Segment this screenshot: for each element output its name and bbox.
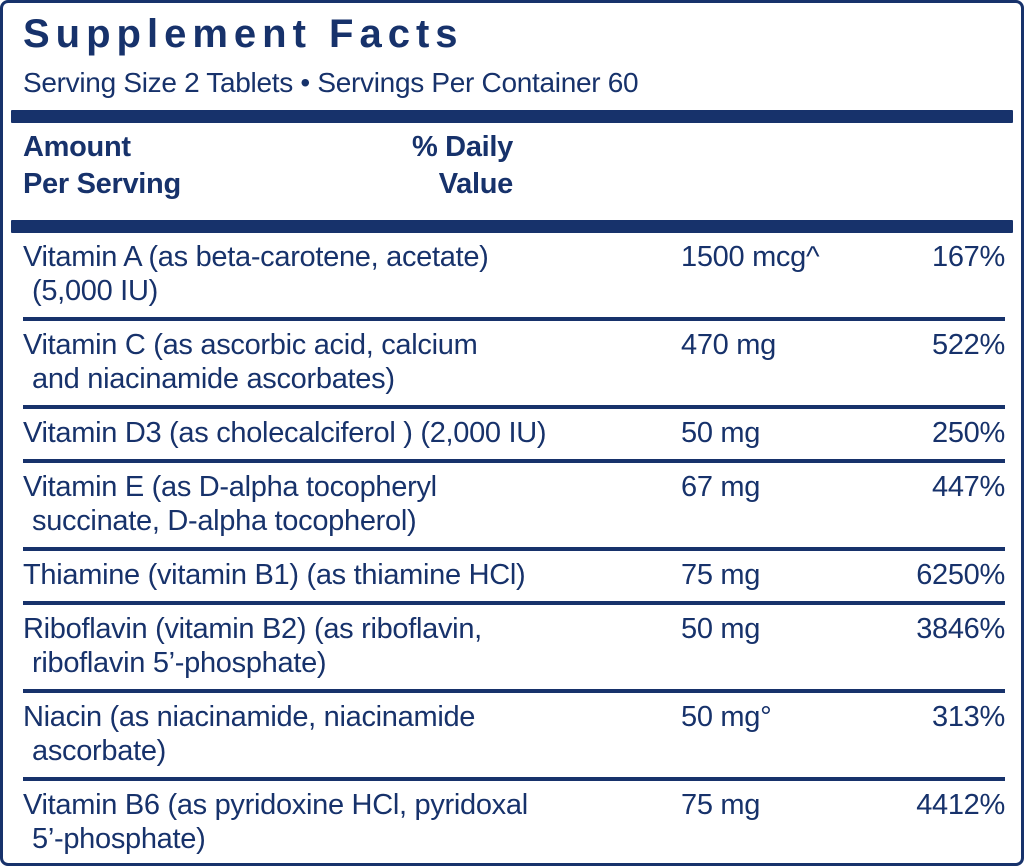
nutrient-amount: 50 mg	[681, 613, 761, 645]
nutrient-name-line2: (5,000 IU)	[32, 275, 158, 307]
nutrient-amount: 470 mg	[681, 329, 776, 361]
nutrient-row-vitamin-b6: Vitamin B6 (as pyridoxine HCl, pyridoxal…	[23, 777, 1005, 863]
nutrient-amount: 75 mg	[681, 559, 761, 591]
nutrient-daily-value: 6250%	[916, 559, 1005, 591]
nutrient-row-vitamin-a: Vitamin A (as beta-carotene, acetate) (5…	[23, 233, 1005, 317]
nutrient-daily-value: 250%	[932, 417, 1005, 449]
nutrient-name: Thiamine (vitamin B1) (as thiamine HCl)	[23, 558, 681, 592]
nutrient-name-line2: 5’-phosphate)	[32, 823, 206, 855]
nutrient-name-line2: succinate, D-alpha tocopherol)	[32, 505, 417, 537]
nutrient-name-line1: Niacin (as niacinamide, niacinamide	[23, 701, 476, 733]
nutrient-row-thiamine: Thiamine (vitamin B1) (as thiamine HCl) …	[23, 547, 1005, 601]
amount-header-line1: Amount	[23, 131, 131, 163]
nutrient-name-line2: and niacinamide ascorbates)	[32, 363, 395, 395]
nutrient-name-line1: Vitamin B6 (as pyridoxine HCl, pyridoxal	[23, 789, 528, 821]
nutrient-daily-value: 4412%	[916, 789, 1005, 821]
daily-value-header-line2: Value	[438, 168, 514, 200]
nutrient-name-line2: riboflavin 5’-phosphate)	[32, 647, 327, 679]
nutrient-amount: 50 mg°	[681, 701, 772, 733]
nutrient-name-line1: Thiamine (vitamin B1) (as thiamine HCl)	[23, 559, 526, 591]
serving-info: Serving Size 2 Tablets • Servings Per Co…	[23, 67, 639, 98]
nutrient-amount: 1500 mcg^	[681, 241, 820, 273]
nutrient-name-line1: Vitamin E (as D-alpha tocopheryl	[23, 471, 437, 503]
nutrient-amount: 67 mg	[681, 471, 761, 503]
nutrient-daily-value: 313%	[932, 701, 1005, 733]
daily-value-column-header: % Daily Value	[23, 129, 513, 203]
nutrient-name: Vitamin C (as ascorbic acid, calcium and…	[23, 328, 681, 396]
nutrient-daily-value: 3846%	[916, 613, 1005, 645]
nutrient-name-line1: Vitamin C (as ascorbic acid, calcium	[23, 329, 478, 361]
column-headers: Amount Per Serving % Daily Value	[23, 123, 1005, 210]
nutrient-name: Niacin (as niacinamide, niacinamide asco…	[23, 700, 681, 768]
nutrient-name-line2: ascorbate)	[32, 735, 167, 767]
nutrient-name: Vitamin B6 (as pyridoxine HCl, pyridoxal…	[23, 788, 681, 856]
nutrient-name: Riboflavin (vitamin B2) (as riboflavin, …	[23, 612, 681, 680]
nutrient-name-line1: Vitamin D3 (as cholecalciferol ) (2,000 …	[23, 417, 547, 449]
nutrient-row-vitamin-c: Vitamin C (as ascorbic acid, calcium and…	[23, 317, 1005, 405]
nutrient-name: Vitamin A (as beta-carotene, acetate) (5…	[23, 240, 681, 308]
nutrient-row-riboflavin: Riboflavin (vitamin B2) (as riboflavin, …	[23, 601, 1005, 689]
nutrient-name: Vitamin E (as D-alpha tocopheryl succina…	[23, 470, 681, 538]
nutrient-name: Vitamin D3 (as cholecalciferol ) (2,000 …	[23, 416, 681, 450]
daily-value-header-line1: % Daily	[411, 131, 513, 163]
thick-divider-header	[11, 220, 1013, 233]
amount-column-header: Amount Per Serving	[23, 129, 1005, 203]
thick-divider-top	[11, 110, 1013, 123]
nutrient-daily-value: 167%	[932, 241, 1005, 273]
nutrient-row-vitamin-e: Vitamin E (as D-alpha tocopheryl succina…	[23, 459, 1005, 547]
nutrient-daily-value: 447%	[932, 471, 1005, 503]
amount-header-line2: Per Serving	[23, 168, 181, 200]
nutrient-name-line1: Vitamin A (as beta-carotene, acetate)	[23, 241, 489, 273]
nutrient-daily-value: 522%	[932, 329, 1005, 361]
nutrient-table: Vitamin A (as beta-carotene, acetate) (5…	[23, 233, 1005, 863]
nutrient-amount: 75 mg	[681, 789, 761, 821]
nutrient-amount: 50 mg	[681, 417, 761, 449]
panel-title: Supplement Facts	[23, 12, 464, 56]
nutrient-row-vitamin-d3: Vitamin D3 (as cholecalciferol ) (2,000 …	[23, 405, 1005, 459]
nutrient-row-niacin: Niacin (as niacinamide, niacinamide asco…	[23, 689, 1005, 777]
nutrient-name-line1: Riboflavin (vitamin B2) (as riboflavin,	[23, 613, 482, 645]
